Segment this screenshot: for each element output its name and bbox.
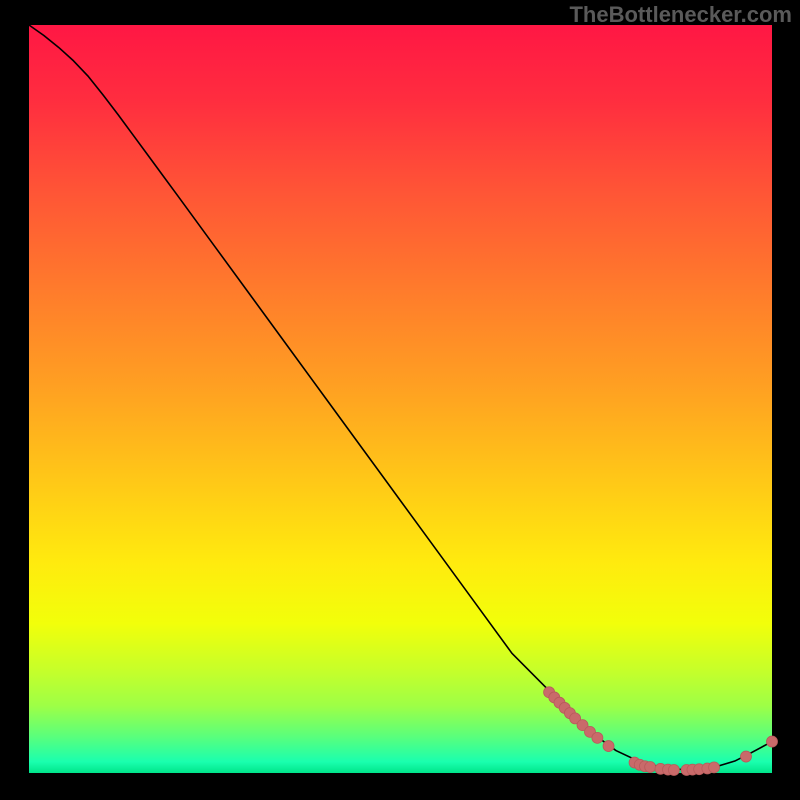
chart-root: TheBottlenecker.com — [0, 0, 800, 800]
data-marker — [741, 751, 752, 762]
chart-background — [29, 25, 772, 773]
watermark-text: TheBottlenecker.com — [569, 2, 792, 28]
data-marker — [767, 736, 778, 747]
data-marker — [645, 762, 656, 773]
data-marker — [668, 765, 679, 776]
data-marker — [603, 741, 614, 752]
chart-plot — [0, 0, 800, 800]
data-marker — [709, 762, 720, 773]
data-marker — [592, 732, 603, 743]
